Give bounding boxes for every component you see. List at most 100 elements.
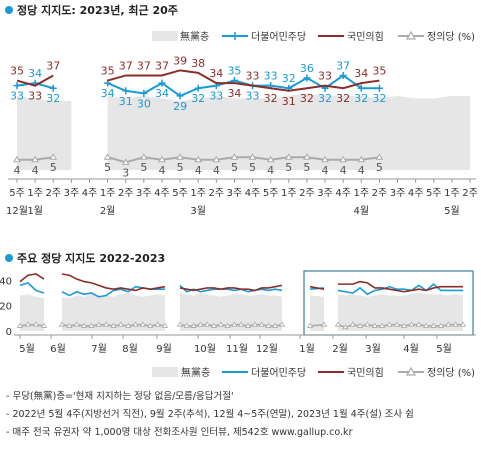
bottom-month-label-0: 5월 (19, 343, 35, 355)
top-line-s2-seg1 (107, 69, 380, 92)
top-label-s3-13: 5 (249, 161, 256, 174)
top-point-justice-18 (339, 155, 348, 163)
bottom-point-justice-3-1 (320, 321, 328, 327)
bottom-line-s3-seg2 (179, 323, 283, 327)
top-line-s2-seg0 (16, 74, 54, 87)
top-label-s2-16: 32 (300, 92, 314, 105)
bottom-area-segment-1 (62, 293, 165, 331)
bottom-month-label-1: 6월 (50, 343, 66, 355)
bottom-line-s3-seg0 (19, 323, 45, 327)
top-label-s2-7: 37 (137, 59, 151, 72)
top-point-justice-7 (139, 153, 148, 160)
legend-marker-3 (405, 30, 417, 40)
top-label-s3-14: 4 (267, 164, 274, 177)
bottom-point-justice-2-0 (176, 321, 184, 327)
top-point-justice-17 (321, 155, 329, 163)
top-point-justice-1 (31, 155, 40, 163)
bottom-point-justice-1-3 (80, 322, 88, 328)
top-x-label-7: 3주 (136, 188, 152, 199)
bottom-point-justice-2-10 (244, 322, 252, 328)
bottom-point-justice-4-6 (378, 322, 386, 328)
top-x-label-14: 5주 (263, 188, 279, 199)
top-x-label-19: 1주 (353, 188, 369, 199)
bottom-line-s2-seg4 (338, 280, 463, 293)
top-label-s2-0: 35 (10, 65, 24, 78)
top-label-s3-17: 4 (322, 164, 329, 177)
bottom-point-justice-2-7 (224, 322, 231, 328)
bottom-legend-label-2: 국민의힘 (347, 367, 384, 379)
top-label-s2-17: 33 (318, 70, 332, 83)
bottom-point-justice-4-1 (342, 323, 349, 330)
top-x-label-4: 4주 (82, 188, 98, 199)
bottom-point-justice-1-10 (132, 321, 139, 327)
top-line-s1-seg1 (107, 74, 380, 98)
bottom-y-label-0: 0 (6, 327, 12, 338)
top-label-s1-20: 32 (372, 92, 386, 105)
bottom-point-justice-4-5 (371, 322, 378, 328)
bottom-month-label-11: 4월 (403, 343, 419, 355)
top-x-label-23: 5주 (426, 188, 442, 199)
footnote-line-2: - 2022년 5월 4주(지방선거 직전), 9월 2주(추석), 12월 4… (6, 409, 414, 420)
bottom-month-label-10: 3월 (365, 343, 381, 355)
bottom-point-justice-4-12 (423, 322, 430, 328)
top-label-s3-19: 4 (358, 164, 365, 177)
top-label-s2-5: 35 (101, 65, 115, 78)
legend-label-0: 無黨층 (180, 30, 209, 43)
footnote-line-1: - 무당(無黨)층='현재 지지하는 정당 없음/모름/응답거절' (6, 391, 234, 402)
bottom-point-justice-2-15 (278, 321, 286, 327)
top-label-s1-13: 33 (246, 90, 260, 103)
top-label-s2-8: 37 (155, 59, 169, 72)
bottom-month-label-4: 9월 (156, 343, 172, 355)
top-label-s1-14: 33 (264, 70, 278, 83)
top-label-s3-10: 4 (195, 164, 202, 177)
bottom-legend-label-3: 정의당 (%) (427, 367, 475, 379)
top-label-s1-17: 32 (318, 92, 332, 105)
top-x-label-9: 5주 (172, 188, 188, 199)
top-point-justice-10 (194, 155, 203, 163)
top-month-label-1: 1월 (27, 205, 43, 217)
top-label-s1-0: 33 (10, 90, 24, 103)
bottom-point-justice-4-16 (452, 321, 459, 327)
top-x-label-8: 4주 (154, 188, 170, 199)
top-month-label-3: 3월 (190, 205, 206, 217)
bottom-line-s2-seg3 (309, 285, 325, 290)
bottom-point-justice-1-12 (147, 322, 154, 328)
top-point-justice-19 (357, 155, 366, 163)
top-label-s1-18: 37 (336, 59, 350, 72)
bottom-point-justice-1-9 (124, 322, 132, 328)
top-label-s3-15: 5 (285, 161, 292, 174)
bottom-line-s3-seg3 (309, 323, 325, 327)
bottom-point-justice-4-15 (445, 321, 452, 327)
top-label-s3-20: 5 (376, 161, 383, 174)
footnotes: - 무당(無黨)층='현재 지지하는 정당 없음/모름/응답거절' - 2022… (6, 388, 476, 442)
top-label-s3-11: 4 (213, 164, 220, 177)
top-point-minju-10 (194, 84, 202, 92)
bottom-area-segment-2 (180, 293, 282, 331)
bottom-area-segment-3 (310, 295, 324, 331)
bottom-point-justice-1-13 (154, 321, 161, 327)
top-point-justice-12 (230, 153, 239, 160)
top-point-minju-0 (13, 82, 21, 90)
bottom-point-justice-2-2 (190, 322, 197, 328)
top-label-s1-2: 32 (46, 92, 60, 105)
legend-label-1: 더불어민주당 (251, 31, 306, 43)
bottom-point-justice-4-14 (437, 322, 445, 328)
top-point-justice-2 (49, 153, 58, 160)
top-point-justice-13 (248, 153, 257, 160)
top-month-label-0: 12월 (6, 205, 28, 217)
top-month-label-5: 5월 (444, 205, 460, 217)
top-point-justice-20 (375, 153, 384, 160)
bottom-point-justice-4-10 (408, 321, 415, 327)
top-point-justice-0 (13, 155, 21, 163)
top-label-s2-18: 32 (336, 92, 350, 105)
bottom-point-justice-2-3 (197, 321, 204, 327)
bottom-month-label-3: 8월 (122, 343, 138, 355)
top-label-s2-12: 34 (227, 87, 241, 100)
bottom-point-justice-4-2 (349, 321, 356, 327)
top-point-justice-11 (212, 155, 221, 163)
bottom-chart-title: 주요 정당 지지도 2022-2023 (17, 251, 165, 265)
bottom-month-label-6: 11월 (226, 343, 248, 355)
bottom-line-s2-seg0 (19, 273, 45, 283)
bottom-point-justice-0-0 (16, 322, 24, 328)
top-point-minju-6 (122, 87, 130, 95)
